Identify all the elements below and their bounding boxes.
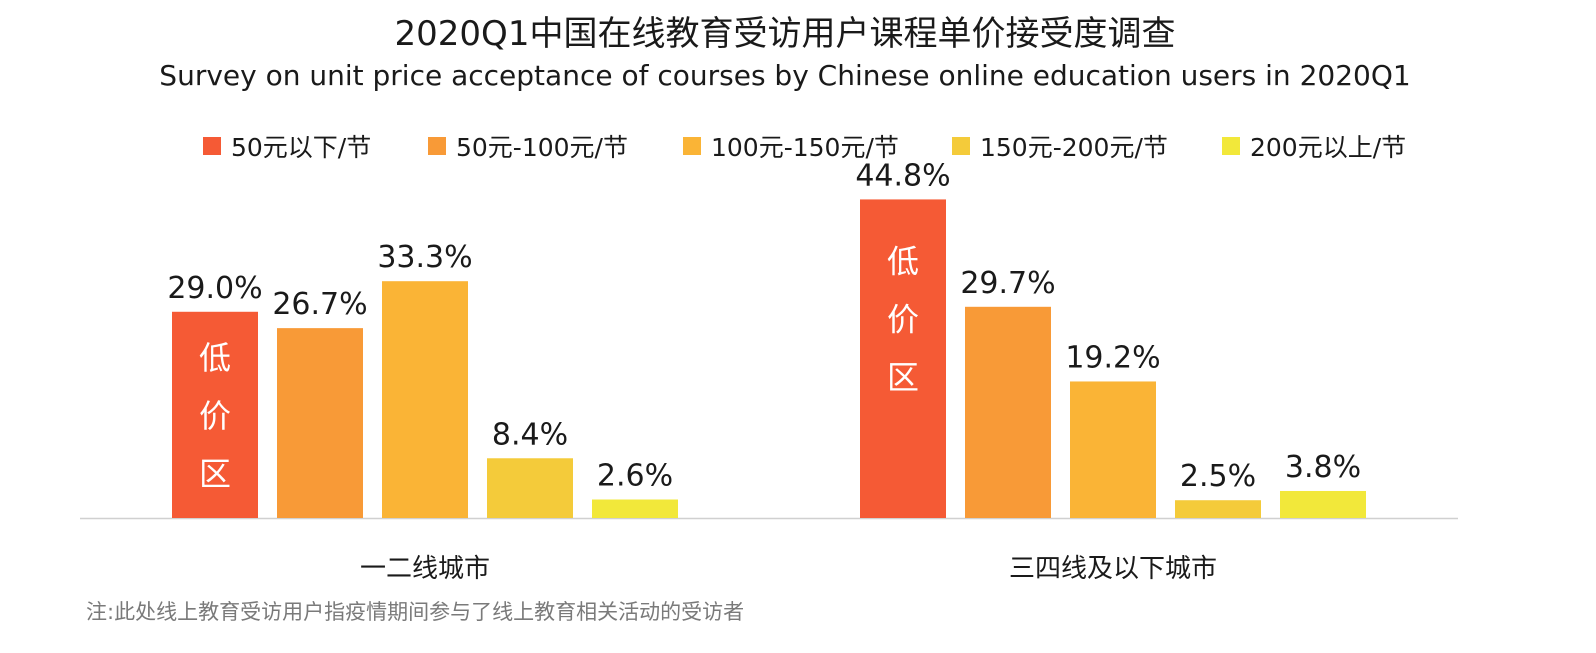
legend-label: 100元-150元/节 bbox=[711, 133, 899, 162]
data-label: 26.7% bbox=[272, 287, 367, 322]
legend-swatch bbox=[952, 137, 970, 155]
legend-swatch bbox=[683, 137, 701, 155]
bar bbox=[487, 458, 573, 518]
data-label: 29.0% bbox=[167, 271, 262, 306]
bar bbox=[1280, 490, 1366, 518]
data-label: 8.4% bbox=[492, 417, 568, 452]
bar bbox=[382, 281, 468, 518]
legend-swatch bbox=[428, 137, 446, 155]
legend-label: 50元以下/节 bbox=[231, 133, 372, 162]
data-label: 33.3% bbox=[377, 240, 472, 275]
annotation-char: 低 bbox=[887, 243, 919, 281]
annotation-char: 低 bbox=[199, 339, 231, 377]
chart-subtitle: Survey on unit price acceptance of cours… bbox=[159, 59, 1411, 92]
data-label: 29.7% bbox=[960, 266, 1055, 301]
legend-swatch bbox=[203, 137, 221, 155]
legend-item-over-200: 200元以上/节 bbox=[1222, 128, 1406, 164]
data-label: 44.8% bbox=[855, 158, 950, 193]
legend-item-under-50: 50元以下/节 bbox=[203, 128, 371, 164]
annotation-char: 价 bbox=[887, 301, 919, 339]
legend: 50元以下/节 50元-100元/节 100元-150元/节 150元-200元… bbox=[0, 128, 1596, 164]
annotation-char: 价 bbox=[199, 397, 231, 435]
bar bbox=[860, 199, 946, 518]
category-label: 三四线及以下城市 bbox=[1009, 554, 1217, 584]
bar bbox=[1070, 381, 1156, 518]
legend-item-150-200: 150元-200元/节 bbox=[952, 128, 1168, 164]
data-label: 2.5% bbox=[1180, 459, 1256, 494]
legend-item-100-150: 100元-150元/节 bbox=[683, 128, 899, 164]
bar bbox=[592, 499, 678, 518]
data-label: 3.8% bbox=[1285, 450, 1361, 485]
legend-label: 50元-100元/节 bbox=[456, 133, 628, 162]
annotation-char: 区 bbox=[887, 359, 919, 397]
low-price-annotation: 低价区 bbox=[887, 243, 919, 397]
low-price-annotation: 低价区 bbox=[199, 339, 231, 493]
category-label: 一二线城市 bbox=[360, 554, 490, 584]
bar bbox=[277, 328, 363, 518]
legend-label: 150元-200元/节 bbox=[980, 133, 1168, 162]
bar bbox=[965, 306, 1051, 518]
legend-swatch bbox=[1222, 137, 1240, 155]
bar bbox=[1175, 500, 1261, 518]
legend-label: 200元以上/节 bbox=[1250, 133, 1407, 162]
legend-item-50-100: 50元-100元/节 bbox=[428, 128, 628, 164]
bar bbox=[172, 311, 258, 518]
data-label: 19.2% bbox=[1065, 340, 1160, 375]
data-label: 2.6% bbox=[597, 459, 673, 494]
footnote: 注:此处线上教育受访用户指疫情期间参与了线上教育相关活动的受访者 bbox=[86, 600, 745, 624]
chart-title: 2020Q1中国在线教育受访用户课程单价接受度调查 bbox=[394, 14, 1176, 54]
annotation-char: 区 bbox=[199, 455, 231, 493]
